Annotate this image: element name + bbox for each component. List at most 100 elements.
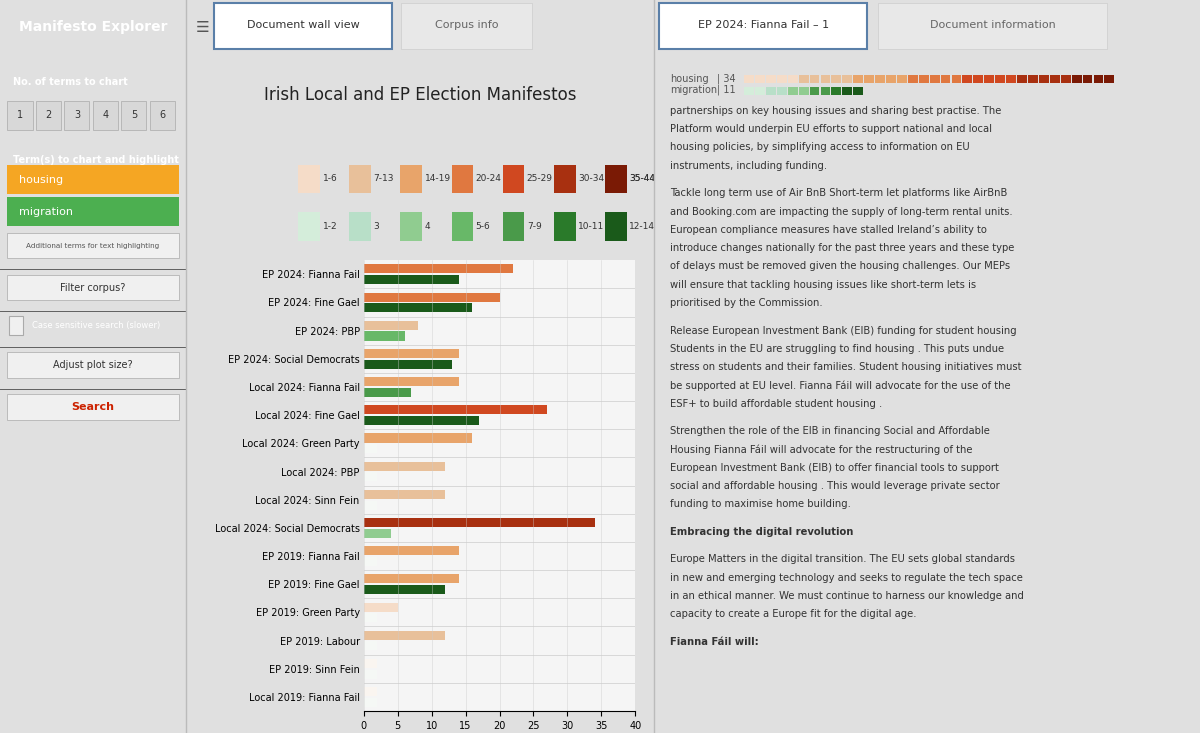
Text: of delays must be removed given the housing challenges. Our MEPs: of delays must be removed given the hous… xyxy=(671,262,1010,271)
Bar xyxy=(766,86,775,95)
Bar xyxy=(364,405,547,414)
Bar xyxy=(1072,75,1081,84)
Bar xyxy=(214,3,392,49)
Bar xyxy=(1028,75,1038,84)
Bar xyxy=(121,101,146,130)
Bar xyxy=(364,433,473,443)
Bar xyxy=(364,462,445,471)
Text: 4: 4 xyxy=(425,221,431,231)
Bar xyxy=(7,197,179,226)
Bar xyxy=(364,377,458,386)
Bar xyxy=(7,394,179,420)
Bar xyxy=(65,101,90,130)
Bar xyxy=(875,75,884,84)
Text: 30-34: 30-34 xyxy=(578,174,604,183)
Bar xyxy=(941,75,950,84)
Text: 5-6: 5-6 xyxy=(475,221,491,231)
Text: ESF+ to build affordable student housing .: ESF+ to build affordable student housing… xyxy=(671,399,883,409)
Bar xyxy=(364,331,404,341)
Text: migration: migration xyxy=(19,207,72,216)
Text: 2: 2 xyxy=(46,111,52,120)
Text: Search: Search xyxy=(72,402,114,412)
Bar xyxy=(364,360,452,369)
Text: Case sensitive search (slower): Case sensitive search (slower) xyxy=(31,321,160,330)
Bar xyxy=(10,316,23,335)
Bar xyxy=(364,321,418,330)
Bar xyxy=(349,165,371,194)
Bar xyxy=(962,75,972,84)
Bar xyxy=(364,669,378,679)
Bar xyxy=(401,165,422,194)
Text: 6: 6 xyxy=(160,111,166,120)
Bar xyxy=(299,165,320,194)
Text: in an ethical manner. We must continue to harness our knowledge and: in an ethical manner. We must continue t… xyxy=(671,591,1025,601)
Bar xyxy=(364,575,458,583)
Bar xyxy=(952,75,961,84)
Bar xyxy=(886,75,896,84)
Bar xyxy=(842,75,852,84)
Text: 1-2: 1-2 xyxy=(323,221,337,231)
Text: European Investment Bank (EIB) to offer financial tools to support: European Investment Bank (EIB) to offer … xyxy=(671,463,1000,473)
Bar xyxy=(299,212,320,240)
Bar xyxy=(821,86,830,95)
Bar xyxy=(1093,75,1103,84)
Text: 25-29: 25-29 xyxy=(527,174,553,183)
Bar xyxy=(364,557,378,566)
Bar xyxy=(364,518,594,527)
Text: funding to maximise home building.: funding to maximise home building. xyxy=(671,499,851,509)
Text: will ensure that tackling housing issues like short-term lets is: will ensure that tackling housing issues… xyxy=(671,280,977,290)
Bar xyxy=(605,165,626,194)
Text: Europe Matters in the digital transition. The EU sets global standards: Europe Matters in the digital transition… xyxy=(671,554,1015,564)
Bar xyxy=(776,86,787,95)
Bar xyxy=(1050,75,1060,84)
Bar xyxy=(1082,75,1092,84)
Bar xyxy=(744,86,754,95)
Bar xyxy=(364,444,378,453)
Text: migration: migration xyxy=(671,85,718,95)
Bar xyxy=(364,528,391,538)
Bar xyxy=(364,388,412,397)
Text: social and affordable housing . This would leverage private sector: social and affordable housing . This wou… xyxy=(671,481,1000,491)
Bar xyxy=(787,75,798,84)
Bar xyxy=(150,101,175,130)
Bar xyxy=(553,165,576,194)
Bar xyxy=(553,212,576,240)
Bar xyxy=(7,166,179,194)
Bar xyxy=(1018,75,1027,84)
Bar xyxy=(930,75,940,84)
Bar xyxy=(7,101,32,130)
Text: Manifesto Explorer: Manifesto Explorer xyxy=(19,21,167,34)
Bar xyxy=(503,165,524,194)
Bar xyxy=(364,630,445,640)
Bar xyxy=(7,275,179,301)
Bar xyxy=(821,75,830,84)
Bar xyxy=(1061,75,1070,84)
Text: 14-19: 14-19 xyxy=(425,174,451,183)
Bar xyxy=(766,75,775,84)
Bar xyxy=(7,352,179,377)
Text: 3: 3 xyxy=(373,221,379,231)
Text: Embracing the digital revolution: Embracing the digital revolution xyxy=(671,527,853,537)
Bar xyxy=(853,86,863,95)
Text: 7-13: 7-13 xyxy=(373,174,394,183)
Bar xyxy=(364,349,458,358)
Text: housing: housing xyxy=(19,174,62,185)
Bar xyxy=(364,641,378,650)
Text: 3: 3 xyxy=(74,111,80,120)
Bar xyxy=(973,75,983,84)
Bar xyxy=(401,3,533,49)
Bar xyxy=(364,687,378,696)
Bar xyxy=(364,614,378,622)
Bar xyxy=(605,212,626,240)
Text: prioritised by the Commission.: prioritised by the Commission. xyxy=(671,298,823,308)
Bar xyxy=(832,86,841,95)
Bar xyxy=(832,75,841,84)
Text: 5: 5 xyxy=(131,111,137,120)
Bar xyxy=(776,75,787,84)
Text: 7-9: 7-9 xyxy=(527,221,541,231)
Text: be supported at EU level. Fianna Fáil will advocate for the use of the: be supported at EU level. Fianna Fáil wi… xyxy=(671,380,1012,391)
Text: 4: 4 xyxy=(102,111,108,120)
Bar xyxy=(995,75,1006,84)
Bar xyxy=(364,303,473,312)
Text: | 34: | 34 xyxy=(716,73,736,84)
